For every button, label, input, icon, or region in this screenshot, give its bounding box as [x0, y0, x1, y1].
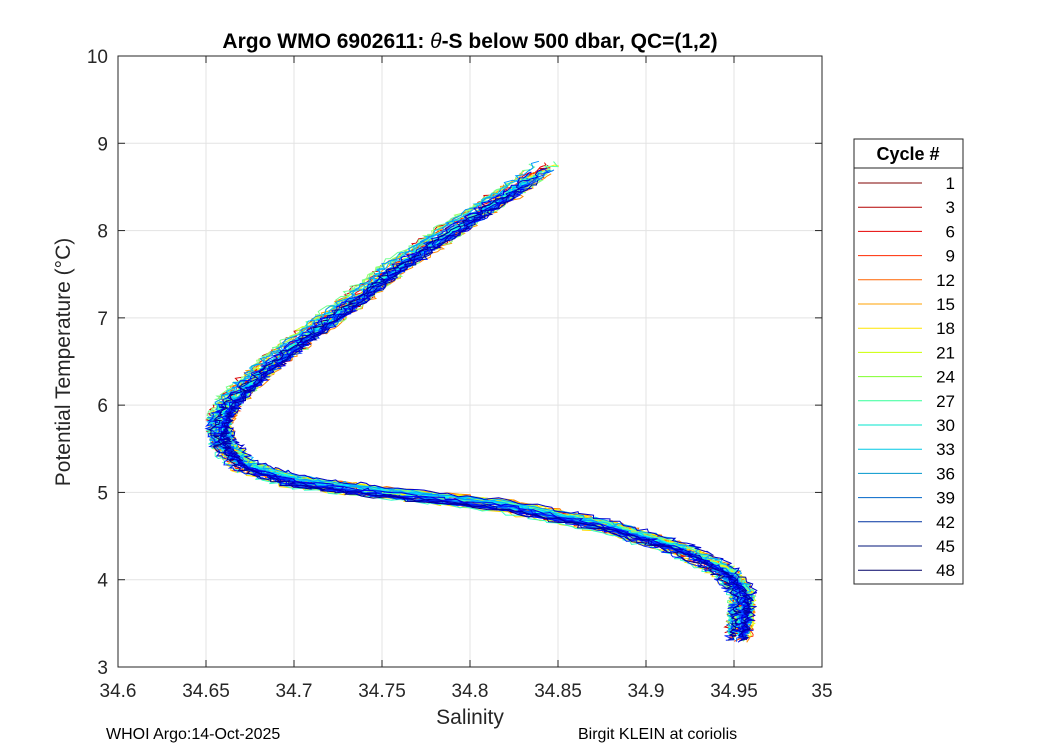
- legend-label: 33: [936, 440, 955, 459]
- legend-label: 3: [946, 198, 955, 217]
- legend-label: 27: [936, 392, 955, 411]
- x-tick-label: 34.8: [452, 681, 489, 702]
- profiles: [204, 160, 758, 643]
- y-tick-label: 5: [97, 483, 108, 504]
- footer-right: Birgit KLEIN at coriolis: [578, 726, 738, 743]
- legend-label: 1: [946, 174, 955, 193]
- chart-title: Argo WMO 6902611: θ-S below 500 dbar, QC…: [222, 30, 717, 53]
- profile-line: [218, 180, 753, 641]
- legend-label: 42: [936, 513, 955, 532]
- x-tick-label: 34.9: [628, 681, 665, 702]
- x-tick-label: 34.75: [358, 681, 406, 702]
- legend-label: 15: [936, 295, 955, 314]
- ticks: 34.6 34.65 34.7 34.75 34.8 34.85 34.9 34.95 35 3 4…: [87, 47, 833, 702]
- profile-line: [208, 193, 742, 640]
- legend-label: 48: [936, 561, 955, 580]
- legend-label: 39: [936, 489, 955, 508]
- x-tick-label: 34.7: [276, 681, 313, 702]
- x-tick-label: 35: [811, 681, 832, 702]
- profile-line: [220, 184, 752, 642]
- footer-left: WHOI Argo:14-Oct-2025: [106, 726, 281, 743]
- legend-box: [853, 138, 964, 585]
- y-tick-label: 9: [97, 134, 108, 155]
- legend-label: 36: [936, 464, 955, 483]
- legend-label: 18: [936, 319, 955, 338]
- plot-area: 34.6 34.65 34.7 34.75 34.8 34.85 34.9 34.95 35 3 4…: [87, 47, 833, 702]
- x-tick-label: 34.6: [100, 681, 137, 702]
- legend-label: 30: [936, 416, 955, 435]
- y-tick-label: 3: [97, 658, 108, 679]
- legend-label: 45: [936, 537, 955, 556]
- profile-line: [224, 167, 758, 631]
- y-tick-label: 10: [87, 47, 108, 68]
- legend-title: Cycle #: [876, 144, 939, 164]
- legend-label: 12: [936, 271, 955, 290]
- y-tick-label: 6: [97, 396, 108, 417]
- y-axis-label: Potential Temperature (°C): [52, 238, 75, 486]
- y-tick-label: 8: [97, 222, 108, 243]
- grid: [118, 56, 822, 667]
- x-axis-label: Salinity: [436, 706, 504, 729]
- x-tick-label: 34.85: [534, 681, 582, 702]
- legend-label: 6: [946, 222, 955, 241]
- x-tick-label: 34.65: [182, 681, 230, 702]
- y-tick-label: 4: [97, 571, 108, 592]
- legend-label: 24: [936, 368, 955, 387]
- legend-label: 21: [936, 343, 955, 362]
- x-tick-label: 34.95: [710, 681, 758, 702]
- y-tick-label: 7: [97, 309, 108, 330]
- legend-label: 9: [946, 247, 955, 266]
